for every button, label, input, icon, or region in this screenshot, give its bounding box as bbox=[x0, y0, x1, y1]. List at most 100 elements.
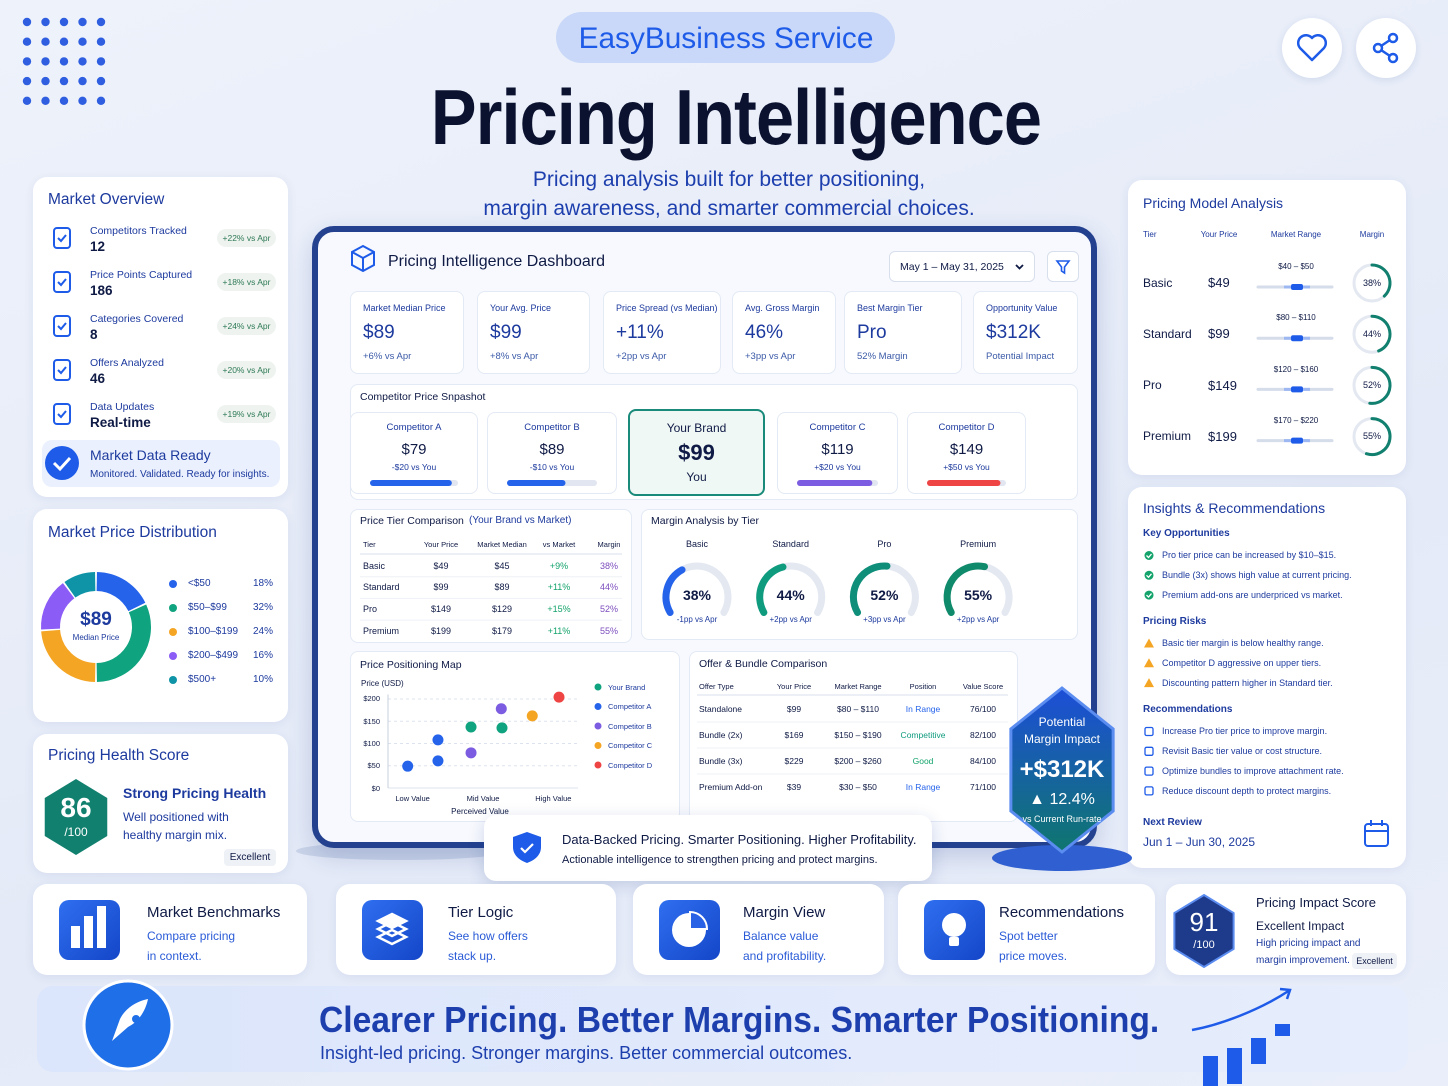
tier-range: $40 – $50 bbox=[1278, 262, 1314, 272]
feature-text: price moves. bbox=[999, 948, 1068, 963]
legend-label: $100–$199 bbox=[188, 626, 239, 637]
table-cell: 52% bbox=[599, 604, 619, 614]
table-cell: In Range bbox=[905, 703, 941, 714]
axis-label: Price (USD) bbox=[361, 679, 404, 689]
legend-label: Your Brand bbox=[608, 682, 646, 692]
gauge-value: 44% bbox=[776, 586, 805, 603]
banner-card bbox=[484, 815, 932, 881]
map-panel bbox=[350, 651, 680, 822]
gauge-note: +2pp vs Apr bbox=[769, 615, 812, 625]
item-change: +18% vs Apr bbox=[222, 276, 271, 287]
table-cell: Bundle (3x) bbox=[699, 755, 743, 766]
tier-range: $170 – $220 bbox=[1273, 415, 1319, 425]
competitor-diff: -$10 vs You bbox=[529, 461, 575, 472]
kpi-note: Potential Impact bbox=[986, 351, 1055, 363]
kpi-card bbox=[350, 291, 464, 374]
table-cell: +11% bbox=[547, 582, 571, 593]
item-change: +20% vs Apr bbox=[222, 364, 271, 375]
feature-text: Spot better bbox=[999, 928, 1058, 943]
legend-label: $50–$99 bbox=[188, 602, 227, 613]
competitor-price: $119 bbox=[821, 441, 854, 458]
table-cell: $150 – $190 bbox=[834, 729, 882, 740]
competitor-card bbox=[628, 409, 765, 496]
dashboard-title: Pricing Intelligence Dashboard bbox=[388, 253, 606, 271]
item-change: +22% vs Apr bbox=[222, 232, 271, 243]
insight-item: Basic tier margin is below healthy range… bbox=[1162, 638, 1324, 649]
date-picker[interactable] bbox=[889, 251, 1035, 282]
section-heading: Pricing Risks bbox=[1143, 616, 1207, 627]
kpi-label: Best Margin Tier bbox=[857, 302, 923, 313]
table-cell: $49 bbox=[433, 560, 449, 571]
tier-name: Premium bbox=[1143, 429, 1192, 444]
item-value: 12 bbox=[90, 238, 106, 254]
brand-tag: You bbox=[686, 469, 707, 484]
table-cell: $99 bbox=[433, 582, 449, 593]
column-header: Market Median bbox=[477, 539, 527, 549]
feature-text: Compare pricing bbox=[147, 928, 236, 943]
status-text: Monitored. Validated. Ready for insights… bbox=[90, 469, 270, 480]
gauge-label: Basic bbox=[685, 538, 709, 549]
column-header: Tier bbox=[1143, 230, 1157, 240]
kpi-note: +3pp vs Apr bbox=[745, 351, 796, 363]
decor-dot bbox=[96, 17, 106, 27]
competitor-price: $149 bbox=[949, 441, 984, 458]
section-heading: Key Opportunities bbox=[1143, 528, 1230, 539]
decor-dot bbox=[96, 37, 106, 46]
tier-price: $149 bbox=[1208, 377, 1237, 393]
tier-name: Standard bbox=[1143, 327, 1192, 341]
date-range: May 1 – May 31, 2025 bbox=[900, 260, 1004, 273]
insight-item: Pro tier price can be increased by $10–$… bbox=[1162, 550, 1337, 561]
body-text: Well positioned with bbox=[123, 809, 229, 824]
card-title: Insights & Recommendations bbox=[1143, 499, 1326, 516]
competitor-price: $79 bbox=[401, 441, 427, 458]
legend-label: Competitor D bbox=[608, 760, 653, 770]
kpi-value: $99 bbox=[490, 321, 522, 343]
column-header: Market Range bbox=[1270, 230, 1322, 240]
feature-title: Recommendations bbox=[999, 904, 1125, 921]
filter-button[interactable] bbox=[1047, 251, 1079, 282]
gauge-label: Pro bbox=[877, 538, 892, 549]
column-header: vs Market bbox=[542, 539, 576, 549]
score-scale: /100 bbox=[1193, 939, 1215, 952]
table-cell: 71/100 bbox=[970, 781, 996, 792]
kpi-value: $312K bbox=[986, 321, 1041, 343]
impact-text: margin improvement. bbox=[1256, 955, 1350, 966]
kpi-label: Price Spread (vs Median) bbox=[616, 302, 718, 313]
tier-name: Basic bbox=[1143, 275, 1173, 290]
item-label: Price Points Captured bbox=[90, 268, 193, 281]
kpi-card bbox=[477, 291, 590, 374]
competitor-diff: +$20 vs You bbox=[814, 461, 861, 472]
kpi-label: Avg. Gross Margin bbox=[745, 302, 820, 313]
insight-item: Discounting pattern higher in Standard t… bbox=[1162, 677, 1333, 688]
y-tick-label: $50 bbox=[367, 761, 380, 771]
favorite-button[interactable] bbox=[1282, 18, 1342, 78]
competitor-name: Competitor D bbox=[938, 422, 995, 434]
axis-label: Perceived Value bbox=[451, 807, 509, 817]
decor-dot bbox=[59, 96, 69, 106]
panel-title: Offer & Bundle Comparison bbox=[699, 657, 828, 670]
column-header: Your Price bbox=[1200, 230, 1238, 240]
table-cell: Basic bbox=[363, 560, 386, 571]
column-header: Tier bbox=[363, 539, 376, 549]
share-button[interactable] bbox=[1356, 18, 1416, 78]
decor-dot bbox=[41, 57, 50, 66]
insight-item: Revisit Basic tier value or cost structu… bbox=[1162, 745, 1323, 756]
x-tick-label: High Value bbox=[535, 793, 572, 803]
panel-title: Margin Analysis by Tier bbox=[651, 514, 759, 527]
feature-icon bbox=[59, 900, 120, 960]
center-value: $89 bbox=[80, 608, 112, 630]
badge-note: vs Current Run-rate bbox=[1022, 813, 1102, 824]
feature-text: Balance value bbox=[743, 928, 819, 943]
feature-text: See how offers bbox=[448, 928, 528, 943]
item-value: Real-time bbox=[90, 414, 151, 430]
kpi-card bbox=[732, 291, 836, 374]
table-cell: 55% bbox=[599, 625, 619, 636]
panel-title: Price Tier Comparison bbox=[360, 514, 464, 527]
table-cell: $179 bbox=[491, 625, 513, 636]
kpi-value: 46% bbox=[745, 321, 784, 343]
kpi-note: +8% vs Apr bbox=[490, 351, 539, 363]
table-cell: Standard bbox=[363, 582, 400, 593]
table-cell: $80 – $110 bbox=[837, 703, 879, 714]
table-cell: In Range bbox=[905, 781, 941, 792]
insight-item: Competitor D aggressive on upper tiers. bbox=[1162, 657, 1322, 668]
